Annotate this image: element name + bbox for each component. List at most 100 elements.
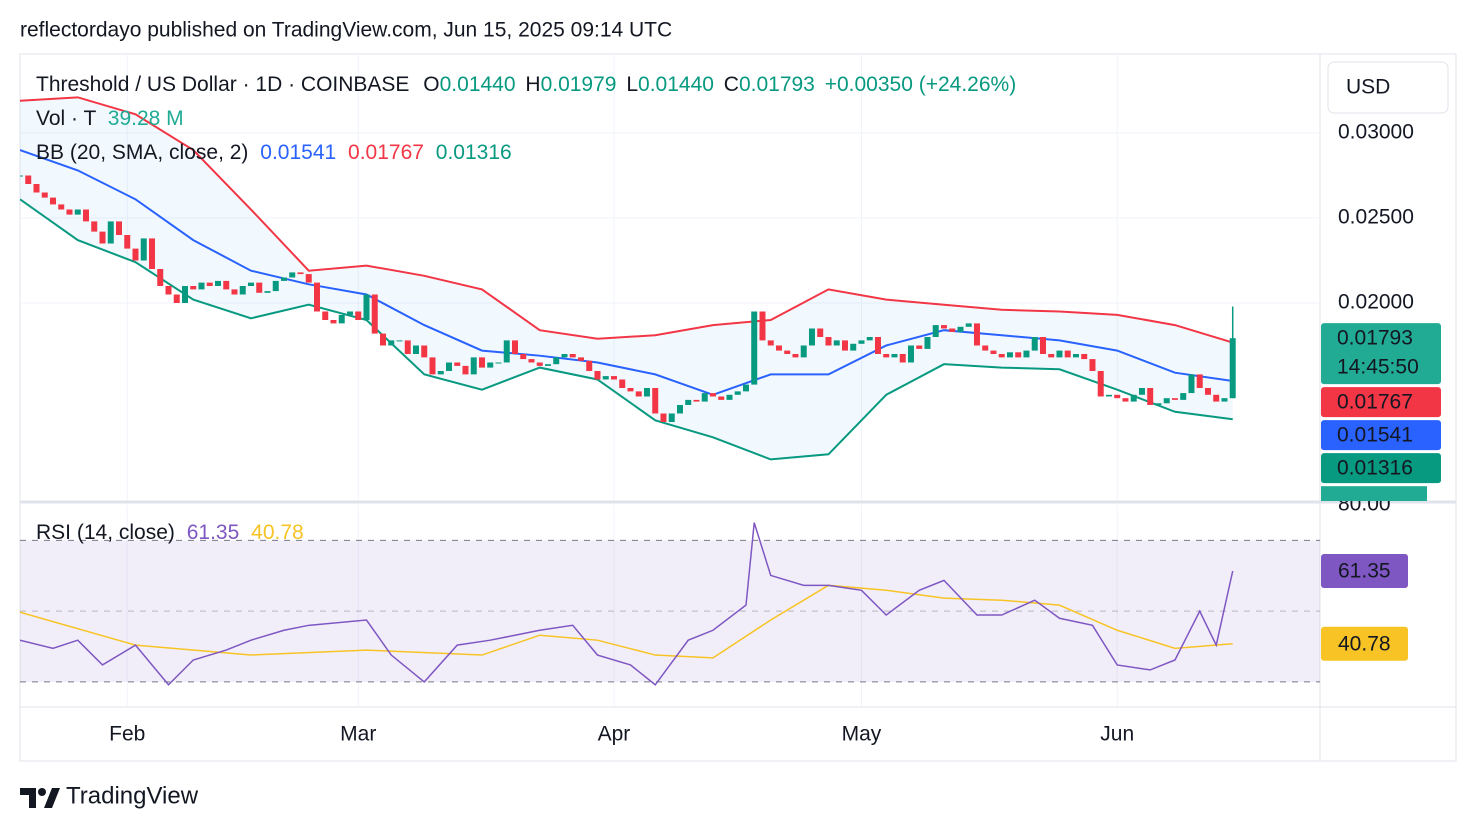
rsi-badge (1321, 626, 1408, 661)
volume-label: Vol · T (36, 107, 96, 130)
currency[interactable]: USD (1346, 76, 1390, 99)
price-badge (1321, 387, 1441, 418)
candle-body (940, 325, 947, 329)
candle-body (74, 209, 81, 215)
price-badge (1321, 323, 1441, 385)
candle-body (858, 340, 865, 344)
price-badge-label: 0.01767 (1337, 391, 1413, 414)
change: +0.00350 (+24.26%) (825, 73, 1016, 96)
candle-body (775, 345, 782, 351)
candle-body (767, 340, 774, 346)
rsi-label: RSI (14, close) (36, 521, 175, 544)
ohlc-label: C (724, 73, 739, 96)
candle-body (379, 333, 386, 346)
candle-body (148, 238, 155, 270)
candle-body (825, 336, 832, 346)
candle-body (701, 393, 708, 402)
candle-body (685, 399, 692, 405)
candle-body (478, 357, 485, 368)
candle-body (742, 384, 749, 392)
candle-body (916, 345, 923, 349)
candle-body (594, 370, 601, 380)
candle-body (709, 393, 716, 397)
candle-body (850, 343, 857, 351)
candle-body (643, 387, 650, 397)
x-tick-label: Jun (1100, 723, 1134, 746)
candle-body (759, 311, 766, 341)
candle-body (668, 413, 675, 422)
candle-body (297, 272, 304, 275)
candle-body (973, 323, 980, 346)
candle-body (544, 364, 551, 366)
candle-body (726, 394, 733, 400)
symbol: Threshold / US Dollar · 1D · COINBASE (36, 73, 409, 96)
candle-body (404, 340, 411, 354)
bb-fill (20, 97, 1233, 460)
candle-body (511, 340, 518, 354)
candle-body (528, 359, 535, 363)
candle-body (305, 274, 312, 283)
candle-body (792, 353, 799, 358)
x-tick-label: Feb (109, 723, 145, 746)
candle-body (808, 328, 815, 346)
candle-body (1122, 398, 1129, 402)
currency-button[interactable] (1327, 61, 1449, 114)
candle-body (247, 282, 254, 286)
rsi-line (20, 522, 1234, 686)
candle-body (487, 362, 494, 368)
candle-body (1015, 352, 1022, 358)
publisher: reflectordayo published on TradingView.c… (20, 19, 672, 42)
candle-body (181, 285, 188, 303)
footer-logo[interactable]: TradingView (20, 782, 199, 809)
candle-body (907, 345, 914, 363)
candle-body (1056, 350, 1063, 358)
volume-badge (1321, 486, 1427, 501)
candle-body (1221, 398, 1228, 402)
bb-label: BB (20, SMA, close, 2) (36, 141, 248, 164)
price-badge (1321, 453, 1441, 484)
candle-body (445, 362, 452, 371)
candle-body (1048, 353, 1055, 358)
candle-body (363, 294, 370, 320)
candle-body (949, 328, 956, 332)
candle-body (1072, 353, 1079, 358)
bb-lower-value: 0.01316 (436, 141, 512, 164)
ohlc-value: 0.01440 (638, 73, 714, 96)
candle-body (883, 353, 890, 358)
candle-body (429, 357, 436, 375)
overlay: Feb Mar Apr May Jun0.030000.025000.0200080.0… (109, 121, 1441, 746)
chart-frame (19, 53, 1457, 762)
candle-body (1006, 352, 1013, 358)
candle-body (1163, 398, 1170, 404)
candle-body (41, 192, 48, 198)
candle-body (1229, 338, 1236, 399)
candle-body (470, 357, 477, 375)
candle-body (20, 175, 23, 177)
candle-body (1138, 387, 1145, 395)
candle-body (206, 282, 213, 286)
candle-body (124, 235, 131, 249)
candle-body (66, 209, 73, 215)
candle-body (1064, 350, 1071, 358)
candle-body (239, 285, 246, 295)
candle-body (833, 340, 840, 346)
candle-body (1155, 403, 1162, 405)
countdown: 14:45:50 (1337, 356, 1419, 379)
candle-body (190, 285, 197, 290)
candle-body (1039, 336, 1046, 354)
y-tick-label: 0.03000 (1338, 121, 1414, 144)
ohlc-label: O (423, 73, 439, 96)
rsi-pane (20, 522, 1320, 686)
candle-body (330, 319, 337, 324)
candle-body (495, 362, 502, 364)
candle-body (965, 323, 972, 327)
candle-body (91, 221, 98, 232)
candle-body (313, 282, 320, 312)
candle-body (1089, 359, 1096, 371)
candle-body (1114, 394, 1121, 399)
candle-body (957, 326, 964, 332)
candle-body (462, 365, 469, 375)
rsi-badge-label: 40.78 (1338, 632, 1391, 655)
candle-body (107, 221, 114, 244)
candle-body (619, 379, 626, 388)
